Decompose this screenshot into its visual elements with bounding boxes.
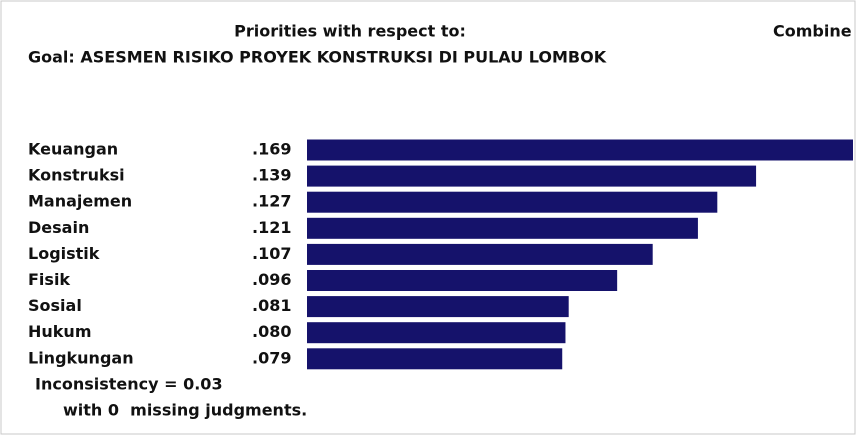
value-label: .121 [252, 218, 291, 237]
category-label: Desain [28, 218, 89, 237]
value-label: .079 [252, 348, 291, 367]
bar [307, 191, 718, 213]
value-label: .081 [252, 296, 291, 315]
value-label: .169 [252, 140, 291, 159]
bar [307, 322, 566, 344]
category-label: Hukum [28, 322, 91, 341]
category-label: Keuangan [28, 140, 118, 159]
chart-title: Priorities with respect to: [234, 22, 466, 41]
category-label: Manajemen [28, 192, 132, 211]
bar [307, 296, 569, 318]
value-label: .080 [252, 322, 291, 341]
bar [307, 243, 653, 265]
value-label: .127 [252, 192, 291, 211]
value-label: .096 [252, 270, 291, 289]
category-label: Sosial [28, 296, 82, 315]
category-label: Logistik [28, 244, 100, 263]
bar [307, 217, 698, 239]
column-header: Combine [773, 22, 852, 41]
bar [307, 270, 618, 291]
category-label: Konstruksi [28, 166, 125, 185]
value-label: .107 [252, 244, 291, 263]
annotation: with 0 missing judgments. [63, 401, 307, 420]
bar [307, 165, 757, 187]
chart-subtitle: Goal: ASESMEN RISIKO PROYEK KONSTRUKSI D… [28, 48, 607, 67]
category-label: Fisik [28, 270, 70, 289]
bar [307, 139, 853, 161]
annotation: Inconsistency = 0.03 [35, 375, 223, 394]
value-label: .139 [252, 166, 291, 185]
bar [307, 348, 563, 370]
category-label: Lingkungan [28, 348, 134, 367]
